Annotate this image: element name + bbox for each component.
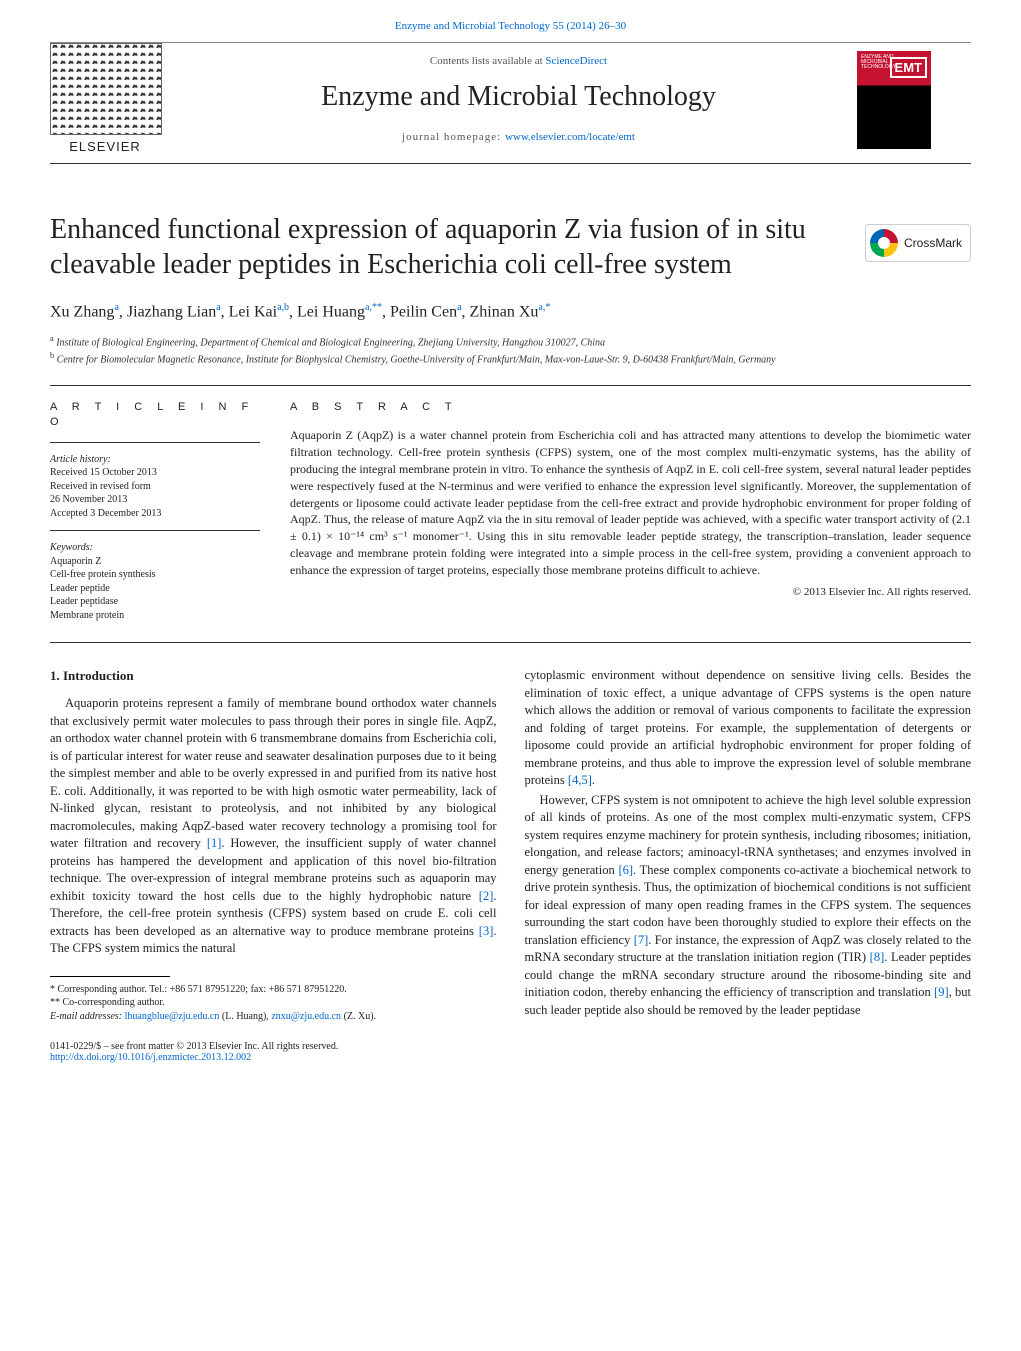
journal-homepage: journal homepage: www.elsevier.com/locat…: [180, 131, 857, 143]
article-info-panel: A R T I C L E I N F O Article history: R…: [50, 400, 260, 622]
ref-link-6[interactable]: [6]: [618, 863, 633, 877]
affiliation-b-text: Centre for Biomolecular Magnetic Resonan…: [57, 354, 776, 365]
article-info-heading: A R T I C L E I N F O: [50, 400, 260, 430]
citation-header: Enzyme and Microbial Technology 55 (2014…: [0, 0, 1021, 42]
intro-paragraph-1: Aquaporin proteins represent a family of…: [50, 695, 497, 958]
ref-link-45[interactable]: [4,5]: [568, 773, 592, 787]
publisher-logo: ELSEVIER: [50, 43, 160, 163]
history-accepted: Accepted 3 December 2013: [50, 507, 260, 521]
ref-link-9[interactable]: [9]: [934, 985, 949, 999]
keyword: Leader peptidase: [50, 595, 260, 609]
abstract-copyright: © 2013 Elsevier Inc. All rights reserved…: [290, 585, 971, 600]
abstract-text: Aquaporin Z (AqpZ) is a water channel pr…: [290, 427, 971, 578]
history-received: Received 15 October 2013: [50, 466, 260, 480]
p2a: cytoplasmic environment without dependen…: [525, 668, 972, 787]
contents-prefix: Contents lists available at: [430, 55, 545, 67]
affiliation-a-text: Institute of Biological Engineering, Dep…: [56, 338, 605, 349]
email2-name: (Z. Xu).: [341, 1011, 376, 1022]
affiliation-b: b Centre for Biomolecular Magnetic Reson…: [50, 350, 971, 367]
ref-link-3[interactable]: [3]: [479, 924, 494, 938]
history-revised-date: 26 November 2013: [50, 493, 260, 507]
masthead: ELSEVIER Contents lists available at Sci…: [50, 42, 971, 164]
article-title: Enhanced functional expression of aquapo…: [50, 212, 845, 282]
ref-link-8[interactable]: [8]: [870, 950, 885, 964]
abstract-heading: A B S T R A C T: [290, 400, 971, 415]
history-label: Article history:: [50, 453, 260, 467]
affiliation-a: a Institute of Biological Engineering, D…: [50, 333, 971, 350]
intro-paragraph-3: However, CFPS system is not omnipotent t…: [525, 792, 972, 1020]
authors-line: Xu Zhanga, Jiazhang Liana, Lei Kaia,b, L…: [50, 302, 971, 321]
intro-paragraph-2: cytoplasmic environment without dependen…: [525, 667, 972, 790]
homepage-label: journal homepage:: [402, 131, 505, 143]
p1a: Aquaporin proteins represent a family of…: [50, 696, 497, 850]
doi-link[interactable]: http://dx.doi.org/10.1016/j.enzmictec.20…: [50, 1052, 251, 1063]
ref-link-2[interactable]: [2]: [479, 889, 494, 903]
keywords-label: Keywords:: [50, 541, 260, 555]
article-body: 1. Introduction Aquaporin proteins repre…: [50, 667, 971, 1023]
corr-author-2: ** Co-corresponding author.: [50, 996, 497, 1010]
homepage-link[interactable]: www.elsevier.com/locate/emt: [505, 131, 635, 143]
keyword: Leader peptide: [50, 582, 260, 596]
keyword: Cell-free protein synthesis: [50, 568, 260, 582]
email-link-2[interactable]: znxu@zju.edu.cn: [271, 1011, 341, 1022]
keyword: Aquaporin Z: [50, 555, 260, 569]
crossmark-icon: [870, 229, 898, 257]
abstract-panel: A B S T R A C T Aquaporin Z (AqpZ) is a …: [290, 400, 971, 622]
email-line: E-mail addresses: lhuangblue@zju.edu.cn …: [50, 1010, 497, 1024]
history-revised-label: Received in revised form: [50, 480, 260, 494]
masthead-center: Contents lists available at ScienceDirec…: [180, 43, 857, 155]
ref-link-7[interactable]: [7]: [634, 933, 649, 947]
footer-copyright: 0141-0229/$ – see front matter © 2013 El…: [50, 1041, 971, 1063]
email1-name: (L. Huang),: [219, 1011, 271, 1022]
publisher-name: ELSEVIER: [50, 139, 160, 154]
p2b: .: [592, 773, 595, 787]
citation-link[interactable]: Enzyme and Microbial Technology 55 (2014…: [395, 20, 626, 32]
elsevier-tree-icon: [50, 43, 162, 135]
crossmark-label: CrossMark: [904, 236, 962, 250]
section-heading-intro: 1. Introduction: [50, 667, 497, 685]
sciencedirect-link[interactable]: ScienceDirect: [545, 55, 607, 67]
journal-cover-thumbnail: [857, 51, 931, 149]
affiliations: a Institute of Biological Engineering, D…: [50, 333, 971, 367]
email-label: E-mail addresses:: [50, 1011, 125, 1022]
email-link-1[interactable]: lhuangblue@zju.edu.cn: [125, 1011, 220, 1022]
crossmark-badge[interactable]: CrossMark: [865, 224, 971, 262]
keyword: Membrane protein: [50, 609, 260, 623]
corr-author-1: * Corresponding author. Tel.: +86 571 87…: [50, 983, 497, 997]
ref-link-1[interactable]: [1]: [207, 836, 222, 850]
issn-line: 0141-0229/$ – see front matter © 2013 El…: [50, 1041, 971, 1052]
contents-available: Contents lists available at ScienceDirec…: [180, 55, 857, 67]
journal-title: Enzyme and Microbial Technology: [180, 81, 857, 113]
corresponding-author-footnotes: * Corresponding author. Tel.: +86 571 87…: [50, 976, 497, 1024]
